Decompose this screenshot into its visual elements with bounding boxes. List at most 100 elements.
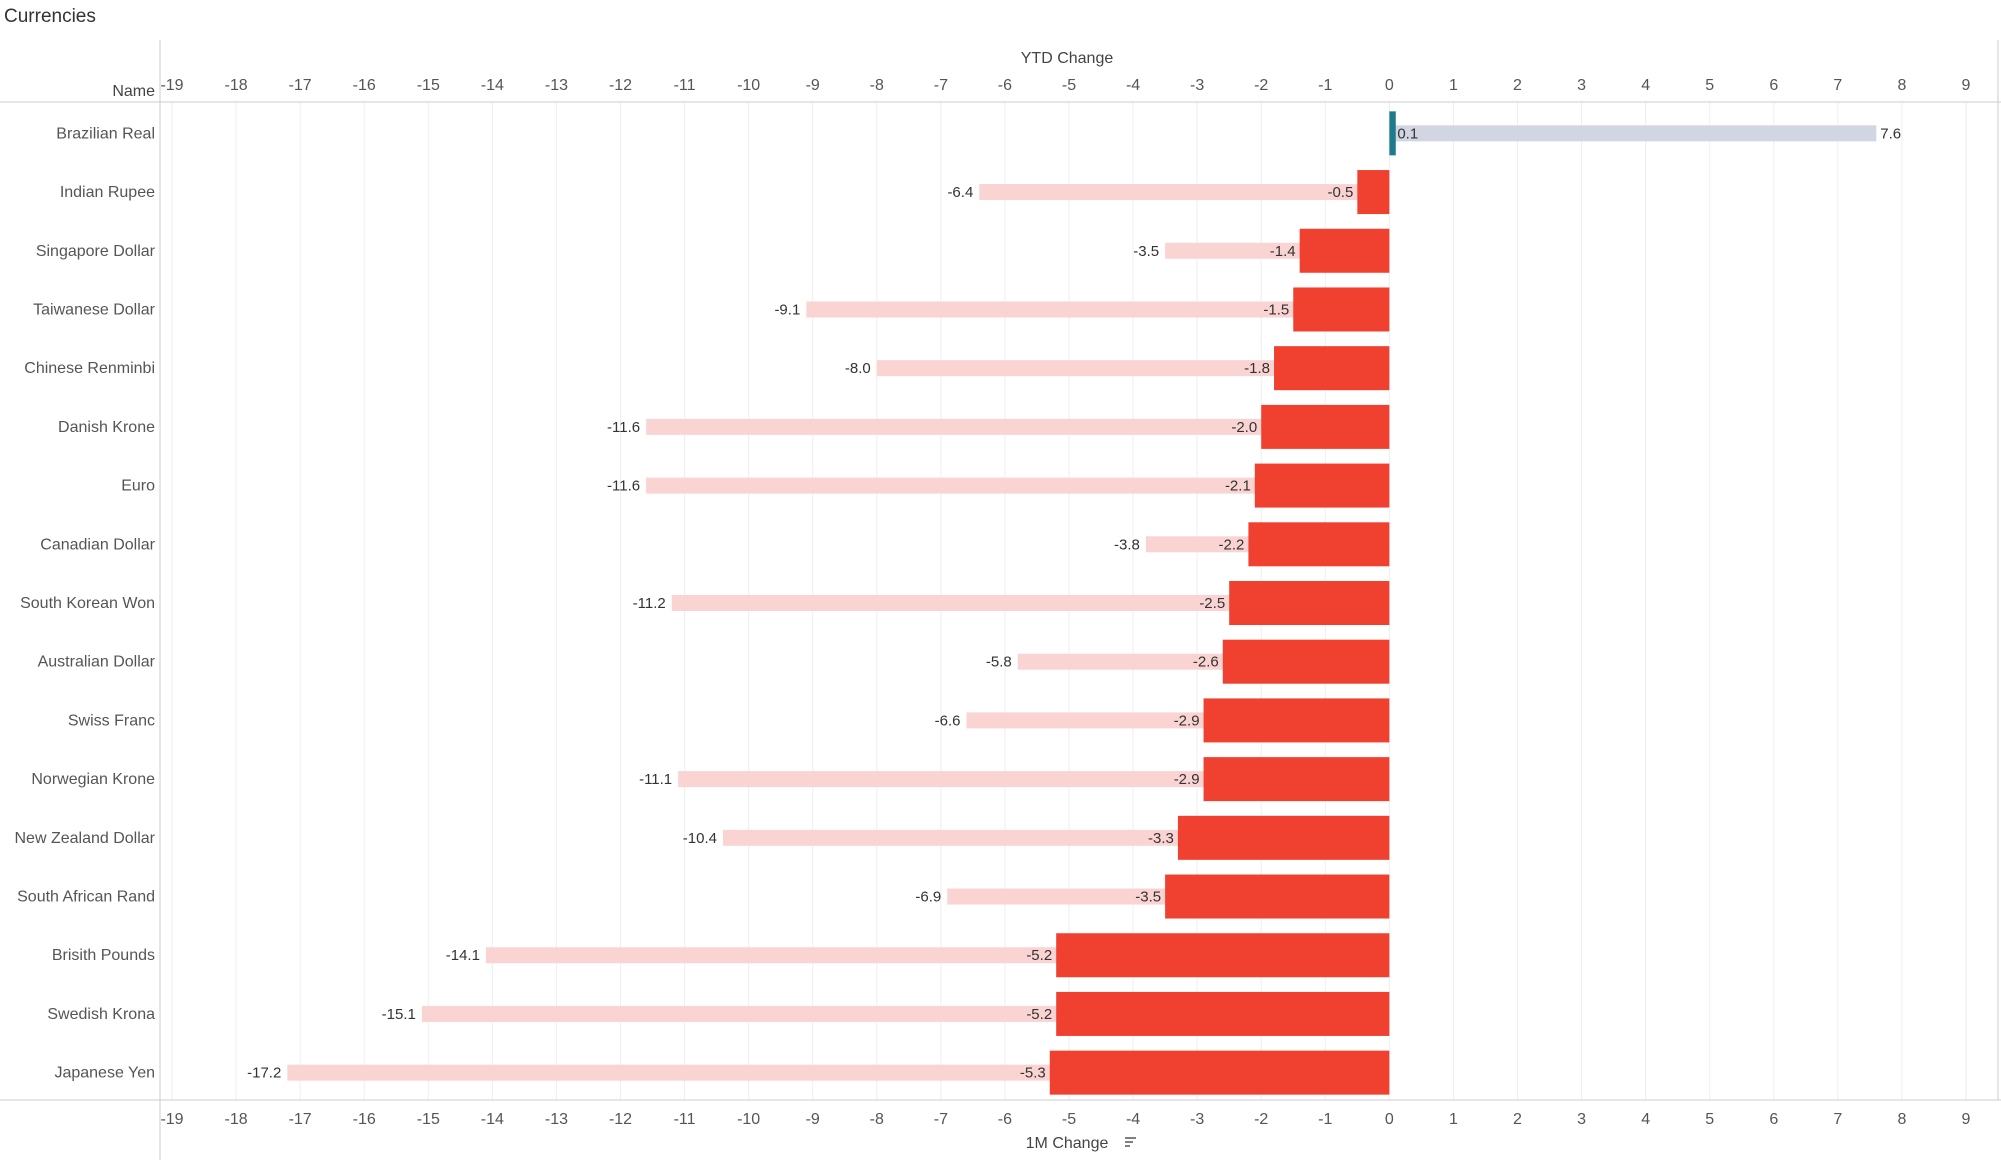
page-title: Currencies bbox=[4, 6, 96, 27]
category-label: South African Rand bbox=[17, 889, 155, 906]
one-month-bars bbox=[1049, 111, 1396, 1095]
one-month-bar bbox=[1056, 933, 1390, 978]
one-month-value-label: 0.1 bbox=[1397, 125, 1418, 142]
top-tick-label: 1 bbox=[1449, 77, 1458, 94]
top-tick-label: 0 bbox=[1385, 77, 1394, 94]
top-tick-label: 9 bbox=[1962, 77, 1971, 94]
one-month-value-label: -3.5 bbox=[1135, 889, 1161, 906]
ytd-value-label: -15.1 bbox=[382, 1006, 416, 1023]
one-month-bar bbox=[1229, 581, 1390, 625]
top-tick-label: -17 bbox=[289, 77, 312, 94]
one-month-bar bbox=[1177, 815, 1390, 860]
top-tick-label: -4 bbox=[1126, 77, 1140, 94]
category-label: Swiss Franc bbox=[68, 712, 155, 729]
one-month-value-label: -1.8 bbox=[1244, 360, 1270, 377]
ytd-value-label: -11.2 bbox=[633, 595, 666, 612]
top-tick-label: -11 bbox=[674, 77, 696, 94]
top-tick-label: -15 bbox=[417, 77, 440, 94]
top-tick-label: 4 bbox=[1641, 77, 1650, 94]
one-month-value-label: -5.2 bbox=[1026, 1006, 1052, 1023]
ytd-bar bbox=[1389, 125, 1877, 142]
top-tick-label: -3 bbox=[1190, 77, 1204, 94]
bottom-tick-label: -11 bbox=[674, 1111, 696, 1128]
one-month-bar bbox=[1389, 111, 1396, 156]
one-month-value-label: -2.6 bbox=[1193, 654, 1219, 671]
ytd-value-label: -6.4 bbox=[947, 184, 973, 201]
one-month-value-label: -2.0 bbox=[1231, 419, 1257, 436]
one-month-value-label: -2.9 bbox=[1174, 771, 1200, 788]
one-month-bar bbox=[1203, 757, 1390, 802]
bottom-tick-label: 3 bbox=[1577, 1111, 1586, 1128]
ytd-bar bbox=[671, 595, 1390, 611]
category-label: Brisith Pounds bbox=[52, 947, 155, 964]
top-tick-label: -2 bbox=[1254, 77, 1268, 94]
labels: Brazilian Real 0.1 7.6 Indian Rupee -0.5 -6.4… bbox=[14, 125, 1901, 1081]
bottom-tick-label: 6 bbox=[1769, 1111, 1778, 1128]
ytd-bar bbox=[979, 184, 1390, 201]
one-month-value-label: -5.2 bbox=[1026, 947, 1052, 964]
top-tick-label: -13 bbox=[545, 77, 568, 94]
axes: -19-19-18-18-17-17-16-16-15-15-14-14-13-… bbox=[0, 40, 2001, 1160]
top-tick-label: -18 bbox=[225, 77, 248, 94]
top-tick-label: 5 bbox=[1705, 77, 1714, 94]
one-month-bar bbox=[1293, 287, 1390, 332]
category-label: Norwegian Krone bbox=[31, 771, 155, 788]
ytd-value-label: -5.8 bbox=[986, 654, 1012, 671]
ytd-value-label: -11.1 bbox=[639, 771, 672, 788]
category-label: Danish Krone bbox=[58, 419, 155, 436]
category-label: Canadian Dollar bbox=[40, 536, 155, 553]
one-month-bar bbox=[1357, 170, 1390, 215]
ytd-bar bbox=[646, 418, 1390, 435]
bottom-tick-label: -9 bbox=[806, 1111, 820, 1128]
ytd-value-label: -11.6 bbox=[607, 478, 640, 495]
bottom-tick-label: 1 bbox=[1449, 1111, 1458, 1128]
category-label: Indian Rupee bbox=[60, 184, 155, 201]
ytd-value-label: -3.8 bbox=[1114, 536, 1140, 553]
ytd-value-label: -9.1 bbox=[774, 301, 800, 318]
category-label: Taiwanese Dollar bbox=[33, 301, 156, 318]
ytd-value-label: -3.5 bbox=[1133, 243, 1159, 260]
top-tick-label: 3 bbox=[1577, 77, 1586, 94]
category-label: Euro bbox=[121, 478, 155, 495]
bottom-tick-label: -15 bbox=[417, 1111, 440, 1128]
bottom-tick-label: 2 bbox=[1513, 1111, 1522, 1128]
bottom-tick-label: -16 bbox=[353, 1111, 376, 1128]
ytd-bar bbox=[646, 477, 1390, 494]
category-label: Australian Dollar bbox=[38, 654, 156, 671]
one-month-value-label: -2.1 bbox=[1225, 478, 1251, 495]
bottom-tick-label: -8 bbox=[870, 1111, 884, 1128]
bottom-tick-label: -17 bbox=[289, 1111, 312, 1128]
one-month-bar bbox=[1261, 404, 1390, 449]
ytd-value-label: 7.6 bbox=[1880, 125, 1901, 142]
one-month-bar bbox=[1203, 698, 1390, 743]
one-month-value-label: -3.3 bbox=[1148, 830, 1174, 847]
bottom-tick-label: 7 bbox=[1833, 1111, 1842, 1128]
ytd-value-label: -14.1 bbox=[446, 947, 480, 964]
bottom-tick-label: 8 bbox=[1897, 1111, 1906, 1128]
category-label: Chinese Renminbi bbox=[24, 360, 155, 377]
ytd-value-label: -10.4 bbox=[683, 830, 717, 847]
category-label: New Zealand Dollar bbox=[14, 830, 155, 847]
top-tick-label: -6 bbox=[998, 77, 1012, 94]
ytd-value-label: -17.2 bbox=[247, 1065, 281, 1082]
bottom-tick-label: -6 bbox=[998, 1111, 1012, 1128]
one-month-value-label: -2.5 bbox=[1199, 595, 1225, 612]
bottom-tick-label: -2 bbox=[1254, 1111, 1268, 1128]
one-month-value-label: -5.3 bbox=[1020, 1065, 1046, 1082]
bottom-tick-label: 9 bbox=[1962, 1111, 1971, 1128]
top-tick-label: -7 bbox=[934, 77, 948, 94]
one-month-bar bbox=[1274, 346, 1390, 391]
top-axis-title: YTD Change bbox=[1021, 50, 1114, 67]
ytd-value-label: -11.6 bbox=[607, 419, 640, 436]
one-month-value-label: -1.4 bbox=[1270, 243, 1296, 260]
top-tick-label: -5 bbox=[1062, 77, 1076, 94]
one-month-bar bbox=[1056, 991, 1390, 1036]
category-label: South Korean Won bbox=[20, 595, 155, 612]
ytd-value-label: -6.6 bbox=[935, 712, 961, 729]
bottom-tick-label: -1 bbox=[1318, 1111, 1332, 1128]
top-tick-label: 6 bbox=[1769, 77, 1778, 94]
one-month-value-label: -1.5 bbox=[1263, 301, 1289, 318]
bottom-tick-label: -10 bbox=[737, 1111, 760, 1128]
one-month-bar bbox=[1248, 522, 1390, 567]
top-tick-label: -19 bbox=[160, 77, 183, 94]
